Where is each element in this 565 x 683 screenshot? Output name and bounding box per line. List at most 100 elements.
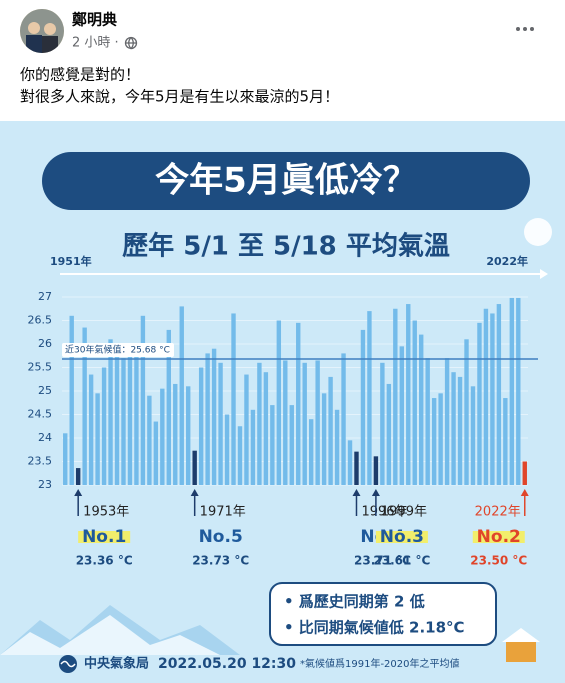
post-text: 對很多人來說，今年5月是有生以來最涼的5月！ bbox=[20, 88, 339, 106]
bar bbox=[186, 386, 191, 485]
bar bbox=[289, 405, 294, 485]
bar bbox=[147, 395, 152, 485]
bar bbox=[522, 461, 527, 485]
author-name[interactable]: 鄭明典 bbox=[72, 11, 117, 29]
bar bbox=[283, 360, 288, 485]
bar bbox=[237, 426, 243, 485]
bar bbox=[166, 329, 171, 485]
bar bbox=[380, 362, 385, 485]
bar bbox=[160, 388, 165, 485]
summary-note: • 爲歷史同期第 2 低 bbox=[284, 593, 425, 611]
sun bbox=[524, 218, 552, 246]
annotation-arrowhead bbox=[352, 489, 361, 496]
more-button[interactable] bbox=[516, 27, 534, 31]
y-tick-label: 27 bbox=[38, 290, 52, 303]
bar bbox=[224, 414, 230, 485]
annotation-year: 1999年 bbox=[381, 505, 427, 520]
bar bbox=[457, 376, 463, 485]
annotation-arrowhead bbox=[371, 489, 380, 496]
bar bbox=[308, 419, 314, 485]
source: 中央氣象局 bbox=[84, 656, 149, 672]
y-tick-label: 25.5 bbox=[28, 361, 53, 374]
summary-box bbox=[269, 582, 497, 646]
bar bbox=[140, 315, 146, 485]
bar bbox=[82, 327, 87, 485]
bar bbox=[451, 372, 456, 485]
bar bbox=[334, 409, 340, 485]
bar bbox=[328, 376, 333, 485]
annotation-year: 2022年 bbox=[475, 505, 521, 520]
bar bbox=[464, 339, 469, 485]
bar bbox=[503, 398, 508, 485]
bar bbox=[134, 351, 139, 485]
bar bbox=[296, 322, 301, 485]
post-time[interactable]: 2 小時 · bbox=[72, 36, 119, 51]
bar bbox=[63, 433, 68, 485]
cwb-logo bbox=[59, 655, 77, 673]
bar bbox=[95, 393, 100, 485]
title-banner bbox=[42, 152, 530, 210]
x-tick-label: 1951年 bbox=[50, 254, 92, 268]
y-tick-label: 24.5 bbox=[28, 408, 53, 421]
bar bbox=[399, 346, 404, 485]
globe-icon bbox=[124, 36, 138, 50]
bar bbox=[406, 304, 411, 485]
annotation-rank: No.2 bbox=[477, 527, 521, 547]
bar bbox=[483, 308, 489, 485]
value-label: 23.61 °C bbox=[373, 554, 430, 568]
bar bbox=[276, 320, 282, 485]
bar bbox=[367, 311, 372, 485]
bar bbox=[179, 306, 184, 485]
bar bbox=[509, 297, 515, 485]
annotation-year: 1953年 bbox=[83, 505, 129, 520]
bar bbox=[108, 339, 113, 485]
bar bbox=[425, 358, 430, 485]
bar bbox=[257, 362, 262, 485]
annotation-rank: No.1 bbox=[82, 527, 126, 547]
bar bbox=[516, 297, 521, 485]
annotation-arrowhead bbox=[74, 489, 83, 496]
timeline-arrowhead bbox=[540, 269, 548, 279]
chart-title: 今年5月眞低冷？ bbox=[155, 161, 417, 201]
bar bbox=[218, 362, 223, 485]
bar bbox=[121, 358, 126, 485]
bar bbox=[444, 358, 450, 485]
bar bbox=[412, 320, 417, 485]
bar bbox=[231, 313, 236, 485]
y-tick-label: 23.5 bbox=[28, 455, 53, 468]
house bbox=[502, 628, 540, 662]
bar bbox=[373, 456, 379, 485]
bar bbox=[302, 362, 307, 485]
bar bbox=[477, 322, 482, 485]
avatar[interactable] bbox=[20, 9, 64, 54]
bar bbox=[114, 348, 120, 485]
bar bbox=[470, 386, 476, 485]
bar bbox=[386, 383, 392, 485]
reference-label-bg bbox=[62, 343, 174, 357]
bar bbox=[173, 383, 178, 485]
date: 2022.05.20 12:30 bbox=[158, 656, 296, 672]
bar bbox=[211, 348, 217, 485]
y-tick-label: 25 bbox=[38, 384, 52, 397]
bar bbox=[250, 409, 256, 485]
mountains bbox=[0, 605, 240, 655]
rank-highlight bbox=[78, 531, 131, 543]
bar bbox=[490, 313, 495, 485]
x-tick-label: 2022年 bbox=[486, 254, 528, 268]
reference-label: 近30年氣候值：25.68 °C bbox=[65, 344, 170, 356]
y-tick-label: 23 bbox=[38, 478, 52, 491]
y-tick-label: 26.5 bbox=[28, 314, 53, 327]
bar bbox=[88, 374, 94, 485]
annotation-rank: No.3 bbox=[380, 527, 424, 547]
y-tick-label: 24 bbox=[38, 431, 52, 444]
footnote: *氣候値爲1991年-2020年之平均値 bbox=[300, 657, 460, 670]
value-label: 23.71 °C bbox=[354, 554, 411, 568]
value-label: 23.73 °C bbox=[192, 554, 249, 568]
bar bbox=[75, 468, 81, 485]
bar bbox=[153, 421, 159, 485]
rank-highlight bbox=[472, 531, 525, 543]
annotation-year: 1971年 bbox=[200, 505, 246, 520]
rank-highlight bbox=[375, 531, 428, 543]
chart-subtitle: 歷年 5/1 至 5/18 平均氣溫 bbox=[122, 231, 450, 262]
